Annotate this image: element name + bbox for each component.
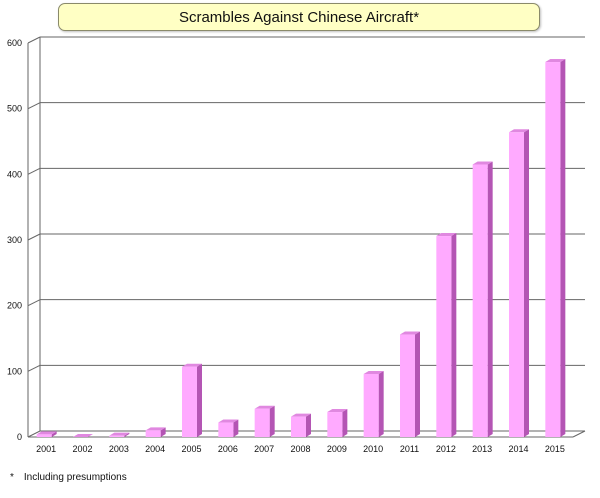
bar-front — [363, 373, 379, 437]
y-tick-label: 0 — [17, 432, 22, 442]
bar-2006 — [218, 419, 239, 437]
gridline-depth — [27, 167, 41, 175]
bar-front — [36, 434, 52, 437]
bar-front — [182, 366, 197, 437]
x-tick-label: 2003 — [109, 444, 129, 454]
x-tick-label: 2004 — [145, 444, 165, 454]
chart-title-box: Scrambles Against Chinese Aircraft* — [58, 3, 540, 31]
bar-side — [51, 431, 57, 437]
gridline-depth — [27, 430, 41, 438]
bar-2007 — [254, 405, 275, 437]
bar-side — [197, 363, 202, 437]
bar-top — [254, 405, 275, 409]
bar-2013 — [472, 161, 493, 437]
bar-front — [327, 412, 343, 437]
bar-2012 — [436, 233, 457, 437]
bar-2001 — [36, 431, 57, 437]
bar-top — [291, 413, 311, 417]
x-tick-label: 2009 — [327, 444, 347, 454]
gridline-depth — [27, 364, 41, 372]
x-tick-label: 2007 — [254, 444, 274, 454]
gridline-depth — [27, 233, 41, 241]
x-tick-label: 2015 — [545, 444, 565, 454]
bar-front — [254, 408, 270, 437]
y-tick-label: 500 — [7, 104, 22, 114]
bar-2015 — [545, 59, 566, 437]
bar-2011 — [400, 331, 420, 437]
bar-2004 — [145, 427, 166, 437]
bar-front — [545, 62, 561, 437]
bar-top — [472, 161, 493, 165]
bar-top — [363, 370, 384, 374]
bar-top — [109, 432, 130, 436]
bar-front — [291, 416, 306, 437]
bar-top — [218, 419, 239, 423]
bar-top — [327, 409, 348, 413]
bar-2008 — [291, 413, 311, 437]
x-tick-label: 2014 — [508, 444, 528, 454]
bar-2003 — [109, 432, 130, 437]
bar-front — [436, 236, 452, 437]
bar-side — [306, 413, 311, 437]
y-tick-label: 400 — [7, 169, 22, 179]
y-tick-label: 600 — [7, 38, 22, 48]
bar-front — [400, 334, 415, 437]
bar-side — [160, 427, 166, 437]
gridline-depth — [27, 299, 41, 307]
bar-top — [182, 363, 202, 367]
gridline-depth — [27, 102, 41, 110]
chart-title: Scrambles Against Chinese Aircraft* — [178, 8, 420, 26]
x-axis-labels: 2001 2002 2003 2004 2005 2006 2007 2008 2009 2010… — [36, 444, 565, 454]
grid-layer — [27, 36, 586, 438]
y-tick-label: 200 — [7, 301, 22, 311]
bar-front — [509, 132, 524, 437]
bar-side — [487, 161, 493, 437]
bar-side — [124, 432, 130, 437]
gridline-depth — [27, 36, 41, 44]
x-tick-label: 2006 — [218, 444, 238, 454]
bar-side — [524, 129, 529, 437]
bar-2005 — [182, 363, 202, 437]
x-tick-label: 2002 — [72, 444, 92, 454]
bar-front — [145, 430, 161, 437]
bar-2002 — [73, 434, 93, 437]
bar-side — [342, 409, 348, 437]
bar-2014 — [509, 129, 529, 437]
bar-top — [36, 431, 57, 435]
bar-side — [415, 331, 420, 437]
bar-top — [545, 59, 566, 63]
bar-top — [145, 427, 166, 431]
floor-edge — [572, 430, 586, 438]
bars-layer — [36, 59, 566, 437]
x-tick-label: 2001 — [36, 444, 56, 454]
y-tick-label: 300 — [7, 235, 22, 245]
bar-side — [269, 405, 275, 437]
x-tick-label: 2013 — [472, 444, 492, 454]
bar-top — [436, 233, 457, 237]
x-tick-label: 2011 — [400, 444, 419, 454]
bar-side — [560, 59, 566, 437]
bar-side — [233, 419, 239, 437]
footnote: * Including presumptions — [10, 472, 127, 483]
bar-top — [509, 129, 529, 133]
bar-2009 — [327, 409, 348, 437]
x-tick-label: 2010 — [363, 444, 383, 454]
bar-front — [109, 435, 125, 437]
bar-top — [400, 331, 420, 335]
bar-front — [218, 422, 234, 437]
x-tick-label: 2005 — [181, 444, 201, 454]
bar-side — [378, 370, 384, 437]
bar-2010 — [363, 370, 384, 437]
bar-side — [451, 233, 457, 437]
x-tick-label: 2008 — [290, 444, 310, 454]
y-axis-labels: 0 100 200 300 400 500 600 — [7, 38, 22, 442]
y-tick-label: 100 — [7, 366, 22, 376]
bar-front — [472, 164, 488, 437]
x-tick-label: 2012 — [436, 444, 456, 454]
bar-top — [73, 434, 93, 437]
